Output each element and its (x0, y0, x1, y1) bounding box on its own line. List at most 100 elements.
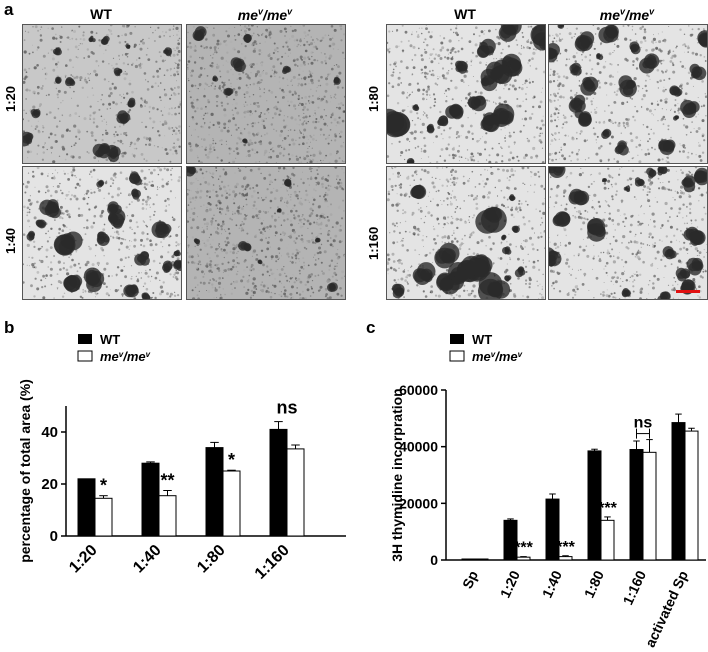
micrograph-speck (45, 274, 48, 277)
micrograph-speck (211, 151, 213, 153)
micrograph-speck (261, 71, 264, 75)
micrograph-speck (261, 34, 263, 36)
micrograph-speck (455, 294, 458, 296)
micrograph-speck (187, 193, 189, 196)
micrograph-speck (325, 115, 327, 117)
micrograph-speck (540, 217, 543, 219)
micrograph-speck (36, 200, 39, 204)
micrograph-speck (52, 68, 56, 72)
micrograph-speck (626, 101, 629, 103)
micrograph-speck (23, 183, 25, 186)
micrograph-speck (464, 105, 467, 107)
micrograph-speck (205, 264, 209, 268)
micrograph-speck (667, 128, 670, 131)
micrograph-speck (471, 132, 474, 135)
micrograph-speck (313, 41, 315, 43)
micrograph-speck (324, 89, 328, 93)
micrograph-speck (537, 259, 539, 262)
micrograph-speck (310, 51, 314, 54)
micrograph-speck (311, 81, 314, 85)
micrograph-speck (218, 243, 221, 245)
micrograph-speck (149, 218, 152, 221)
micrograph-speck (303, 43, 306, 47)
micrograph-speck (304, 218, 307, 221)
micrograph-speck (268, 236, 270, 239)
micrograph-speck (169, 35, 171, 38)
micrograph-speck (413, 225, 417, 229)
micrograph-speck (556, 79, 559, 82)
micrograph-speck (258, 73, 262, 78)
micrograph-speck (422, 93, 425, 96)
micrograph-speck (437, 54, 441, 58)
micrograph-speck (313, 134, 315, 136)
micrograph-speck (417, 227, 420, 231)
micrograph-speck (222, 160, 225, 163)
micrograph-speck (435, 177, 437, 180)
cell-cluster (578, 112, 592, 127)
micrograph-speck (631, 29, 633, 31)
micrograph-speck (500, 129, 502, 131)
micrograph-speck (175, 244, 178, 247)
micrograph-speck (25, 88, 29, 92)
micrograph-speck (61, 114, 64, 116)
micrograph-speck (563, 135, 565, 136)
micrograph-speck (252, 44, 255, 47)
micrograph-speck (265, 72, 268, 75)
micrograph-speck (226, 208, 230, 212)
micrograph-speck (319, 128, 323, 131)
micrograph-speck (486, 99, 489, 102)
micrograph-speck (61, 134, 65, 138)
micrograph-speck (44, 73, 47, 75)
micrograph-speck (293, 275, 295, 277)
micrograph-speck (645, 79, 647, 82)
micrograph-speck (292, 178, 296, 182)
micrograph-speck (75, 251, 77, 253)
micrograph-speck (188, 189, 191, 192)
micrograph-speck (406, 281, 409, 283)
cell-cluster (108, 203, 118, 214)
micrograph-speck (442, 138, 444, 140)
micrograph-speck (443, 92, 446, 95)
micrograph-speck (463, 289, 466, 292)
micrograph-speck (245, 185, 248, 189)
micrograph-speck (665, 88, 667, 91)
micrograph-speck (27, 76, 29, 78)
micrograph-speck (42, 125, 44, 127)
micrograph-speck (319, 39, 322, 43)
micrograph-speck (189, 55, 192, 58)
micrograph-speck (237, 250, 239, 253)
micrograph-speck (278, 280, 281, 283)
micrograph-speck (614, 84, 616, 86)
micrograph-speck (308, 29, 311, 32)
micrograph-speck (196, 216, 198, 218)
micrograph-speck (115, 230, 119, 234)
micrograph-speck (284, 295, 287, 298)
micrograph-speck (576, 75, 578, 77)
micrograph-speck (520, 202, 523, 205)
micrograph-speck (192, 25, 195, 28)
micrograph-speck (239, 132, 242, 135)
micrograph-speck (338, 259, 341, 262)
micrograph-speck (436, 219, 439, 221)
micrograph-speck (457, 149, 460, 153)
micrograph-speck (480, 30, 484, 34)
micrograph-speck (237, 212, 241, 215)
micrograph-speck (513, 187, 517, 190)
micrograph-speck (70, 74, 72, 76)
micrograph-speck (130, 265, 133, 267)
micrograph-speck (602, 121, 606, 124)
micrograph-speck (389, 232, 391, 234)
micrograph-speck (320, 134, 322, 136)
micrograph-speck (125, 134, 128, 137)
micrograph-speck (32, 90, 36, 94)
micrograph-speck (489, 247, 493, 251)
micrograph-speck (397, 83, 400, 87)
micrograph-speck (220, 225, 223, 228)
micrograph-speck (28, 52, 31, 55)
micrograph-speck (391, 30, 394, 32)
micrograph-speck (269, 57, 273, 60)
micrograph-speck (51, 152, 52, 154)
micrograph-speck (143, 186, 147, 189)
micrograph-speck (425, 115, 428, 118)
micrograph-speck (312, 95, 314, 97)
